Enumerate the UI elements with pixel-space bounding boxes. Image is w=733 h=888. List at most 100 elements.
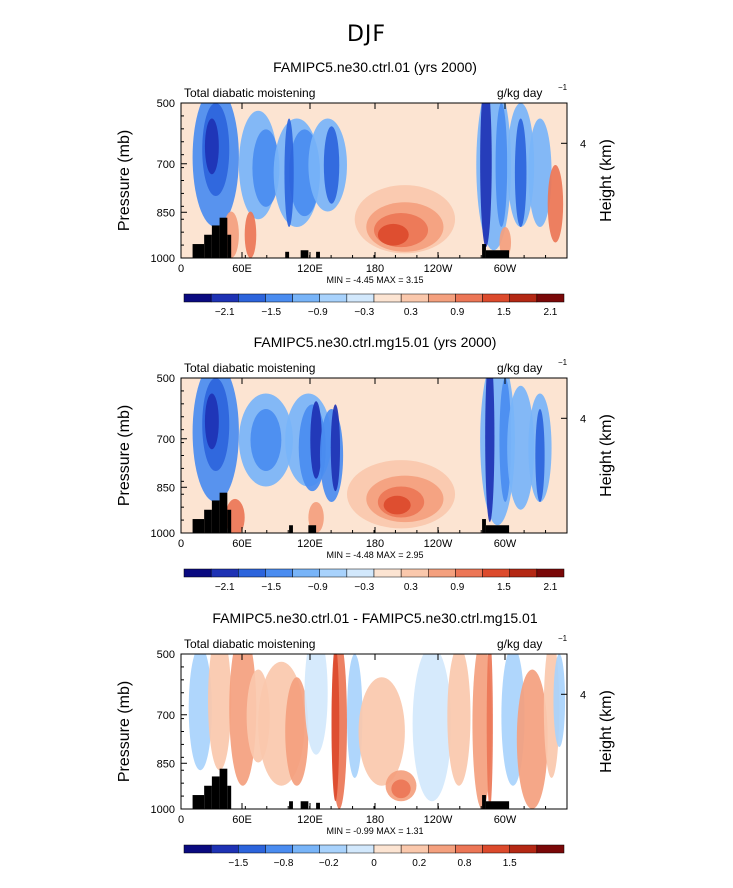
min-max-stats: MIN = -4.45 MAX = 3.15 — [326, 275, 423, 285]
topography-mask — [482, 519, 486, 533]
topography-mask — [482, 244, 486, 258]
topography-mask — [316, 251, 320, 258]
colorbar-label: −0.3 — [354, 307, 374, 318]
y2-axis-title: Height (km) — [598, 139, 615, 222]
panel-field-label: Total diabatic moistening — [184, 86, 315, 100]
topography-mask — [227, 509, 232, 533]
y-tick-label: 500 — [157, 373, 175, 385]
contour-blob — [535, 409, 545, 502]
colorbar-swatch — [319, 293, 348, 303]
colorbar-swatch — [509, 293, 538, 303]
colorbar-swatch — [455, 293, 483, 303]
x-tick-label: 60W — [494, 814, 517, 826]
x-tick-label: 120W — [424, 814, 453, 826]
y-tick-label: 700 — [157, 710, 175, 722]
contour-blob — [412, 654, 452, 802]
x-tick-label: 120E — [297, 814, 323, 826]
contour-field — [181, 378, 567, 533]
y-tick-label: 850 — [157, 758, 175, 770]
panel-title: FAMIPC5.ne30.ctrl.mg15.01 (yrs 2000) — [254, 334, 497, 350]
min-max-stats: MIN = -4.48 MAX = 2.95 — [326, 550, 423, 560]
colorbar-label: 0.9 — [450, 307, 464, 318]
colorbar-label: 0.8 — [458, 858, 472, 869]
colorbar-label: 0.3 — [404, 307, 418, 318]
y-tick-label: 1000 — [151, 253, 175, 265]
colorbar-swatch — [346, 568, 375, 578]
contour-blob — [499, 378, 512, 502]
colorbar-swatch — [183, 568, 212, 578]
topography-mask — [485, 250, 510, 258]
figure-title: DJF — [346, 22, 387, 47]
topography-mask — [227, 785, 232, 809]
panel-units-exponent: −1 — [558, 83, 568, 92]
colorbar-swatch — [292, 568, 320, 578]
colorbar-swatch — [238, 293, 266, 303]
contour-blob — [553, 654, 566, 747]
x-tick-label: 120W — [424, 263, 453, 275]
chart-panel-3: FAMIPC5.ne30.ctrl.01 - FAMIPC5.ne30.ctrl… — [116, 610, 615, 869]
contour-blob — [377, 223, 409, 246]
y-axis-title: Pressure (mb) — [116, 681, 133, 782]
x-tick-label: 60E — [232, 814, 252, 826]
colorbar-label: 2.1 — [543, 582, 557, 593]
panel-units-exponent: −1 — [558, 358, 568, 367]
colorbar-label: 2.1 — [543, 307, 557, 318]
topography-mask — [285, 251, 290, 258]
colorbar-label: −1.5 — [261, 307, 281, 318]
contour-blob — [480, 103, 492, 248]
y-tick-label: 850 — [157, 207, 175, 219]
colorbar-label: −2.1 — [215, 307, 235, 318]
contour-field — [181, 103, 567, 258]
topography-mask — [289, 525, 293, 533]
topography-mask — [219, 217, 228, 258]
topography-mask — [219, 768, 228, 809]
contour-blob — [284, 118, 294, 227]
topography-mask — [300, 801, 309, 809]
panel-units-exponent: −1 — [558, 634, 568, 643]
y-tick-label: 700 — [157, 434, 175, 446]
contour-blob — [244, 211, 257, 258]
topography-mask — [300, 250, 309, 258]
colorbar-swatch — [265, 293, 293, 303]
colorbar-swatch — [455, 568, 483, 578]
colorbar-swatch — [210, 293, 239, 303]
topography-mask — [485, 801, 510, 809]
colorbar-swatch — [292, 844, 320, 854]
colorbar-swatch — [536, 844, 565, 854]
topography-mask — [485, 525, 510, 533]
contour-blob — [250, 409, 282, 471]
contour-blob — [208, 654, 232, 771]
y-tick-label: 1000 — [151, 804, 175, 816]
x-tick-label: 60E — [232, 538, 252, 550]
panel-units: g/kg day — [497, 361, 542, 375]
contour-blob — [304, 654, 328, 755]
contour-blob — [472, 654, 492, 809]
y-tick-label: 700 — [157, 159, 175, 171]
colorbar-swatch — [482, 293, 510, 303]
contour-blob — [346, 654, 363, 778]
contour-blob — [358, 677, 405, 786]
panel-title: FAMIPC5.ne30.ctrl.01 - FAMIPC5.ne30.ctrl… — [212, 610, 537, 626]
colorbar-swatch — [346, 844, 375, 854]
colorbar-swatch — [265, 844, 293, 854]
topography-mask — [211, 776, 220, 809]
x-tick-label: 0 — [178, 814, 184, 826]
contour-blob — [528, 118, 552, 227]
colorbar-swatch — [373, 293, 402, 303]
contour-blob — [204, 393, 219, 450]
colorbar-label: −0.9 — [308, 582, 328, 593]
y2-tick-label: 4 — [580, 413, 586, 425]
colorbar-swatch — [319, 844, 348, 854]
x-tick-label: 120W — [424, 538, 453, 550]
chart-panel-2: FAMIPC5.ne30.ctrl.mg15.01 (yrs 2000) Tota… — [116, 334, 615, 593]
y2-tick-label: 4 — [580, 138, 586, 150]
topography-mask — [192, 519, 205, 533]
colorbar-swatch — [509, 844, 538, 854]
colorbar-swatch — [536, 293, 565, 303]
x-tick-label: 0 — [178, 263, 184, 275]
topography-mask — [289, 801, 293, 809]
panel-title: FAMIPC5.ne30.ctrl.01 (yrs 2000) — [273, 59, 477, 75]
colorbar-label: −0.2 — [319, 858, 339, 869]
topography-mask — [204, 509, 212, 533]
